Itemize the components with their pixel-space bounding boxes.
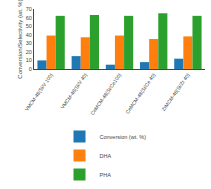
svg-text:PHA: PHA [100,172,112,178]
svg-text:Conversion (wt. %): Conversion (wt. %) [100,134,147,140]
svg-text:DHA: DHA [100,153,112,159]
svg-text:ZrMCM-48(Si/Zr 40): ZrMCM-48(Si/Zr 40) [160,72,191,112]
svg-text:CeMCM-48(Si/Ce 40): CeMCM-48(Si/Ce 40) [124,72,157,115]
svg-text:0: 0 [29,66,32,72]
svg-text:60: 60 [26,14,32,20]
svg-text:50: 50 [26,23,32,29]
svg-text:10: 10 [26,57,32,63]
svg-text:20: 20 [26,49,32,55]
svg-text:CeMCM-48(Si/Ce100): CeMCM-48(Si/Ce100) [89,72,122,116]
svg-text:70: 70 [26,6,32,12]
svg-text:Conversion/Selectivity (wt. %): Conversion/Selectivity (wt. %) [17,0,23,79]
svg-text:30: 30 [26,40,32,46]
svg-text:40: 40 [26,32,32,38]
svg-text:VMCM-48(Si/V 100): VMCM-48(Si/V 100) [23,72,54,112]
svg-text:VMCM-48(Si/V 40): VMCM-48(Si/V 40) [59,72,88,110]
